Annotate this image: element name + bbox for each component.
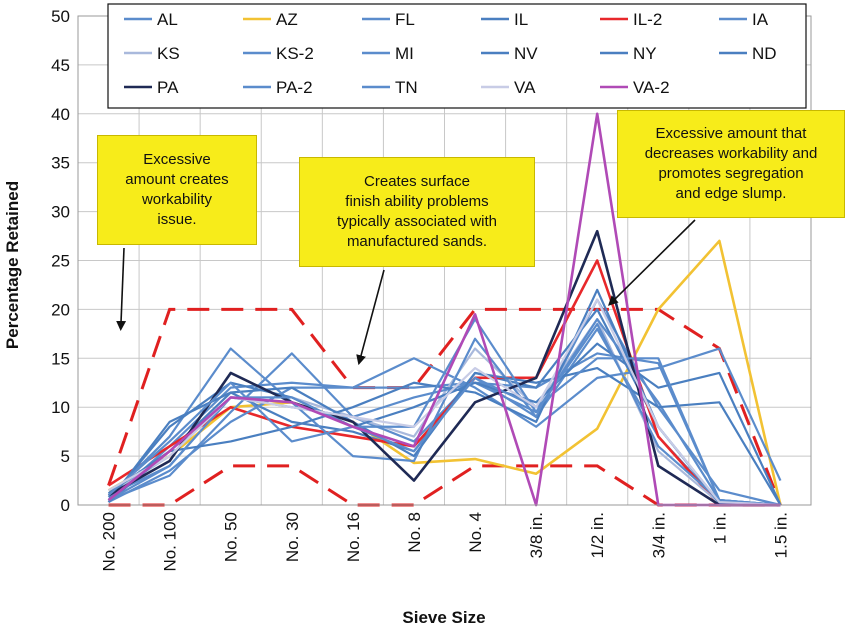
- legend-label: KS-2: [276, 44, 314, 63]
- y-tick-label: 40: [51, 105, 70, 124]
- series-line-ny: [107, 342, 782, 506]
- series-line-tn: [107, 318, 781, 507]
- annotation-line: Excessive: [143, 151, 211, 168]
- x-tick-label: No. 100: [161, 512, 180, 572]
- legend-label: VA-2: [633, 78, 670, 97]
- legend-label: IL: [514, 10, 528, 29]
- limit-lines: [107, 307, 782, 507]
- legend-label: ND: [752, 44, 777, 63]
- x-tick-label: No. 16: [344, 512, 363, 562]
- annotation-line: typically associated with: [336, 213, 498, 230]
- y-tick-label: 30: [51, 203, 70, 222]
- y-tick-labels: 0 5 10 15 20 25 30 35 40 45 50: [51, 7, 70, 515]
- x-axis-title: Sieve Size: [402, 608, 485, 627]
- annotation-arrow: [356, 269, 385, 366]
- x-tick-label: 1.5 in.: [771, 512, 790, 558]
- legend-label: AZ: [276, 10, 298, 29]
- x-tick-label: No. 4: [466, 512, 485, 553]
- y-tick-label: 25: [51, 252, 70, 271]
- legend-label: TN: [395, 78, 418, 97]
- legend-label: AL: [157, 10, 178, 29]
- legend-label: MI: [395, 44, 414, 63]
- y-tick-label: 10: [51, 398, 70, 417]
- legend-label: IL-2: [633, 10, 662, 29]
- series-line-pa-2: [108, 357, 781, 507]
- series-line-ks-2: [107, 298, 781, 507]
- annotation-box-segregation: Excessive amount that decreases workabil…: [617, 110, 845, 218]
- x-tick-label: 1/2 in.: [588, 512, 607, 558]
- annotation-line: and edge slump.: [675, 185, 787, 202]
- x-tick-labels: No. 200 No. 100 No. 50 No. 30 No. 16 No. 8 No.…: [100, 512, 791, 572]
- x-tick-label: No. 50: [222, 512, 241, 562]
- x-tick-label: 3/8 in.: [527, 512, 546, 558]
- legend: AL AZ FL IL IL-2 IA KS KS-2 MI NV NY ND PA PA-2 TN VA VA…: [107, 3, 807, 109]
- x-tick-label: No. 8: [405, 512, 424, 553]
- series-line-il-2: [107, 259, 781, 507]
- annotation-line: issue.: [157, 211, 197, 228]
- x-tick-label: No. 30: [283, 512, 302, 562]
- annotation-arrows: [116, 219, 696, 366]
- y-tick-label: 35: [51, 154, 70, 173]
- annotation-box-fines: Excessive amount creates workability iss…: [97, 135, 257, 245]
- annotation-line: amount creates: [125, 171, 229, 188]
- series-line-pa: [107, 229, 781, 507]
- y-tick-label: 45: [51, 56, 70, 75]
- legend-label: NY: [633, 44, 657, 63]
- y-tick-label: 5: [61, 447, 70, 466]
- annotation-line: Creates surface: [364, 173, 470, 190]
- x-tick-label: No. 200: [100, 512, 119, 572]
- limit-line-lower: [108, 464, 781, 507]
- annotation-line: finish ability problems: [345, 193, 489, 210]
- legend-label: KS: [157, 44, 180, 63]
- annotation-arrow: [608, 219, 696, 306]
- annotation-line: manufactured sands.: [346, 233, 488, 250]
- legend-label: PA-2: [276, 78, 313, 97]
- y-tick-label: 50: [51, 7, 70, 26]
- annotation-box-surface-finish: Creates surface finish ability problems …: [299, 157, 535, 267]
- annotation-line: promotes segregation: [658, 165, 804, 182]
- y-tick-label: 20: [51, 300, 70, 319]
- x-tick-label: 1 in.: [710, 512, 729, 544]
- y-tick-label: 0: [61, 496, 70, 515]
- legend-label: VA: [514, 78, 536, 97]
- annotation-arrow: [116, 247, 127, 331]
- series-line-az: [107, 239, 782, 506]
- legend-label: NV: [514, 44, 538, 63]
- annotation-line: decreases workability and: [644, 145, 818, 162]
- series-line-mi: [108, 318, 781, 507]
- legend-box: [107, 3, 807, 109]
- annotation-line: Excessive amount that: [655, 125, 807, 142]
- y-axis-title: Percentage Retained: [3, 181, 22, 349]
- limit-line-upper: [107, 307, 782, 506]
- y-tick-label: 15: [51, 349, 70, 368]
- legend-label: IA: [752, 10, 769, 29]
- x-tick-label: 3/4 in.: [649, 512, 668, 558]
- legend-label: FL: [395, 10, 415, 29]
- annotation-line: workability: [141, 191, 212, 208]
- legend-label: PA: [157, 78, 179, 97]
